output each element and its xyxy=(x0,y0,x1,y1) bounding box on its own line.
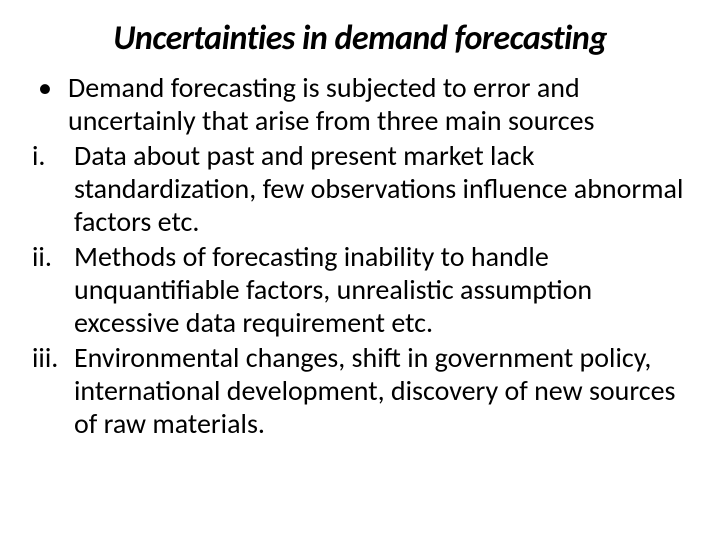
slide-title: Uncertainties in demand forecasting xyxy=(30,18,690,59)
bullet-intro: • Demand forecasting is subjected to err… xyxy=(30,71,690,137)
roman-marker-iii: iii. xyxy=(30,341,74,440)
roman-marker-i: i. xyxy=(30,139,74,238)
list-item-text: Environmental changes, shift in governme… xyxy=(74,341,690,440)
list-item: iii. Environmental changes, shift in gov… xyxy=(30,341,690,440)
list-item: i. Data about past and present market la… xyxy=(30,139,690,238)
list-item-text: Data about past and present market lack … xyxy=(74,139,690,238)
list-item: ii. Methods of forecasting inability to … xyxy=(30,240,690,339)
slide-body: • Demand forecasting is subjected to err… xyxy=(30,71,690,440)
list-item-text: Methods of forecasting inability to hand… xyxy=(74,240,690,339)
bullet-marker: • xyxy=(30,71,68,137)
roman-marker-ii: ii. xyxy=(30,240,74,339)
bullet-text: Demand forecasting is subjected to error… xyxy=(68,71,690,137)
